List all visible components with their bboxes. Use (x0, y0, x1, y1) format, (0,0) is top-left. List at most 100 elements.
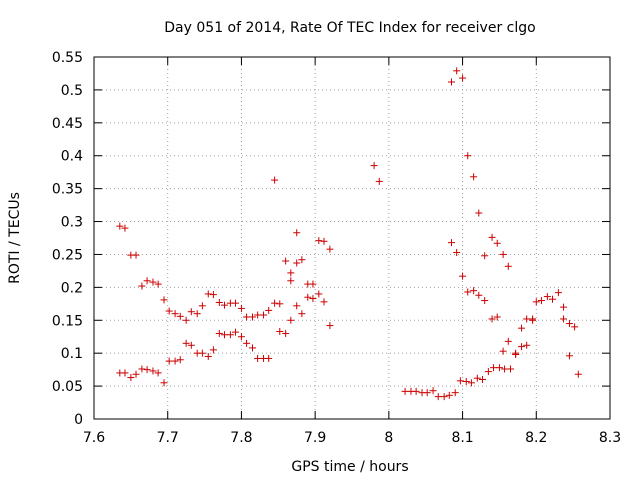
data-point (423, 389, 431, 397)
data-point (512, 350, 520, 358)
data-point (504, 337, 512, 345)
data-point (265, 354, 273, 362)
data-point (165, 307, 173, 315)
data-point (176, 312, 184, 320)
data-point (187, 308, 195, 316)
data-point (320, 237, 328, 245)
data-point (254, 354, 262, 362)
data-point (560, 303, 568, 311)
chart-title: Day 051 of 2014, Rate Of TEC Index for r… (164, 20, 535, 36)
data-point (220, 301, 228, 309)
data-point (523, 341, 531, 349)
y-tick-label: 0.2 (61, 280, 83, 296)
data-point (309, 295, 317, 303)
data-point (127, 374, 135, 382)
data-point (518, 324, 526, 332)
data-point (171, 310, 179, 318)
data-point (298, 310, 306, 318)
data-point (501, 365, 509, 373)
y-axis-label: ROTI / TECUs (7, 192, 23, 284)
data-point (448, 239, 456, 247)
data-point (499, 250, 507, 258)
data-point (488, 233, 496, 241)
data-point (315, 290, 323, 298)
data-point (204, 352, 212, 360)
data-point (459, 272, 467, 280)
data-point (304, 293, 312, 301)
data-point (215, 329, 223, 337)
data-point (451, 389, 459, 397)
data-point (132, 251, 140, 259)
data-point (132, 370, 140, 378)
data-point (298, 256, 306, 264)
data-point (309, 280, 317, 288)
data-point (287, 316, 295, 324)
data-point (484, 368, 492, 376)
data-point (473, 374, 481, 382)
data-point (370, 162, 378, 170)
data-point (574, 370, 582, 378)
data-point (537, 297, 545, 305)
y-tick-label: 0.5 (61, 83, 83, 99)
data-point (243, 313, 251, 321)
data-point (160, 296, 168, 304)
data-point (529, 315, 537, 323)
data-point (248, 313, 256, 321)
data-point (481, 252, 489, 260)
data-point (470, 173, 478, 181)
x-tick-label: 8.2 (525, 430, 547, 446)
data-point (504, 262, 512, 270)
data-point (149, 367, 157, 375)
data-point (187, 341, 195, 349)
y-tick-label: 0.4 (61, 149, 83, 165)
data-point (209, 291, 217, 299)
y-tick-label: 0.45 (52, 116, 83, 132)
axis-ticks (93, 56, 611, 420)
data-point (232, 299, 240, 307)
y-tick-label: 0.05 (52, 379, 83, 395)
y-tick-label: 0.25 (52, 247, 83, 263)
data-point (293, 229, 301, 237)
data-point (554, 289, 562, 297)
data-point (565, 352, 573, 360)
data-point (499, 347, 507, 355)
data-point (138, 365, 146, 373)
data-point (470, 287, 478, 295)
data-point (481, 297, 489, 305)
data-point (429, 387, 437, 395)
data-point (182, 339, 190, 347)
data-point (138, 282, 146, 290)
data-point (276, 300, 284, 308)
data-point (154, 280, 162, 288)
data-point (282, 329, 290, 337)
data-point (462, 377, 470, 385)
data-point (160, 379, 168, 387)
data-point (198, 302, 206, 310)
data-point (287, 277, 295, 285)
data-point (248, 344, 256, 352)
data-point (154, 369, 162, 377)
data-point (237, 333, 245, 341)
data-point (287, 269, 295, 277)
data-points (116, 67, 582, 401)
data-point (116, 222, 124, 230)
data-point (506, 365, 514, 373)
x-tick-label: 8.1 (451, 430, 473, 446)
data-point (490, 364, 498, 372)
data-point (260, 311, 268, 319)
data-point (440, 393, 448, 401)
data-point (326, 245, 334, 253)
data-point (182, 316, 190, 324)
x-tick-label: 7.8 (230, 430, 252, 446)
data-point (488, 315, 496, 323)
data-point (478, 376, 486, 384)
data-point (320, 298, 328, 306)
y-tick-label: 0 (74, 412, 83, 428)
data-point (475, 209, 483, 217)
data-point (121, 224, 129, 232)
y-tick-label: 0.3 (61, 215, 83, 231)
data-point (171, 357, 179, 365)
x-tick-label: 7.9 (304, 430, 326, 446)
x-tick-labels: 7.6 7.7 7.8 7.9 8 8.1 8.2 8.3 (83, 430, 621, 446)
